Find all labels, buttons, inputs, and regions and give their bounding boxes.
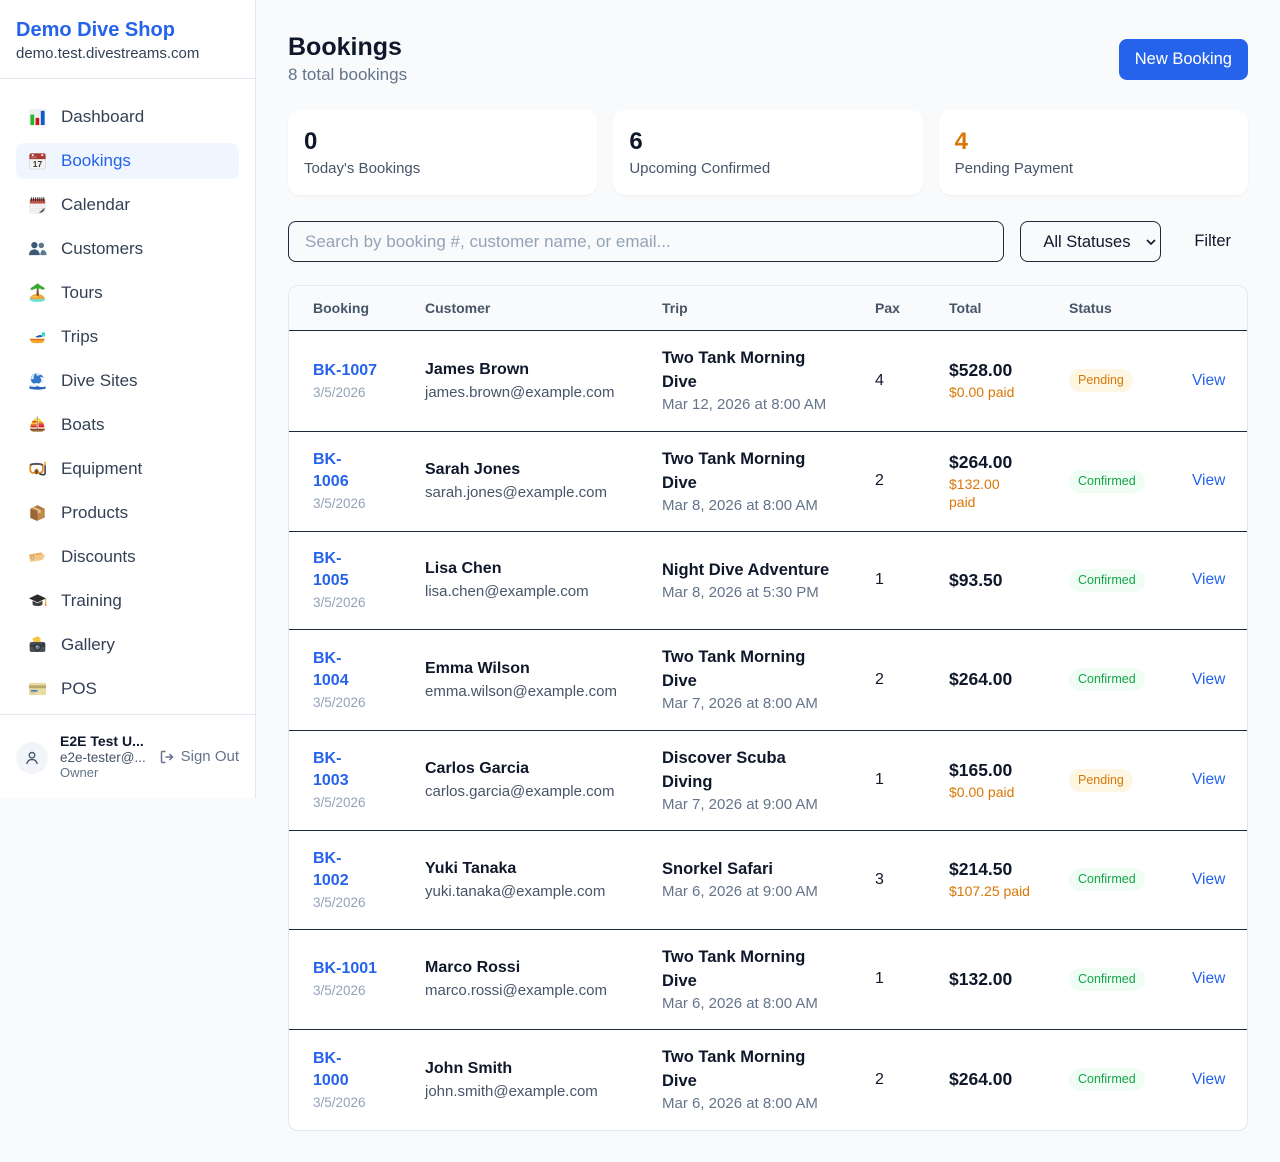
svg-text:17: 17 <box>33 159 43 169</box>
